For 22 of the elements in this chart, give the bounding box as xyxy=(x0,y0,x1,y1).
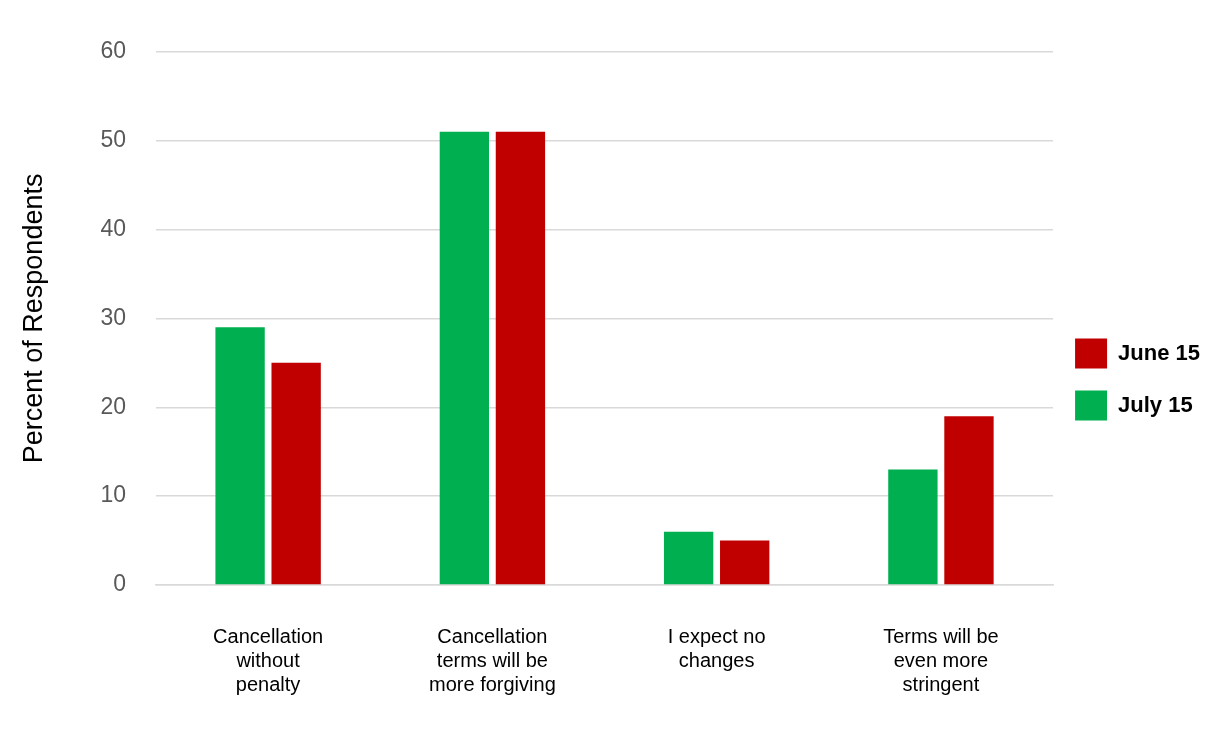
bar xyxy=(888,469,938,585)
legend-label: July 15 xyxy=(1118,391,1193,417)
bar xyxy=(271,362,321,585)
bar xyxy=(944,416,994,585)
bar xyxy=(439,131,490,585)
y-tick-label: 10 xyxy=(100,481,126,508)
y-tick-label: 60 xyxy=(100,37,126,64)
bar xyxy=(663,531,714,585)
y-tick-label: 50 xyxy=(100,126,126,153)
x-tick-label: I expect no changes xyxy=(667,624,766,671)
y-tick-label: 0 xyxy=(113,570,126,597)
x-tick-label: Terms will be even more stringent xyxy=(883,624,999,695)
x-tick-label: Cancellation without penalty xyxy=(213,624,324,695)
y-tick-label: 30 xyxy=(100,303,126,330)
bar xyxy=(215,327,265,585)
bar xyxy=(495,131,546,585)
y-tick-label: 40 xyxy=(100,214,126,241)
bar xyxy=(720,540,770,585)
legend-label: June 15 xyxy=(1118,339,1201,365)
y-tick-label: 20 xyxy=(100,392,126,419)
y-axis-title: Percent of Respondents xyxy=(17,173,48,464)
x-tick-label: Cancellation terms will be more forgiving xyxy=(429,624,556,695)
